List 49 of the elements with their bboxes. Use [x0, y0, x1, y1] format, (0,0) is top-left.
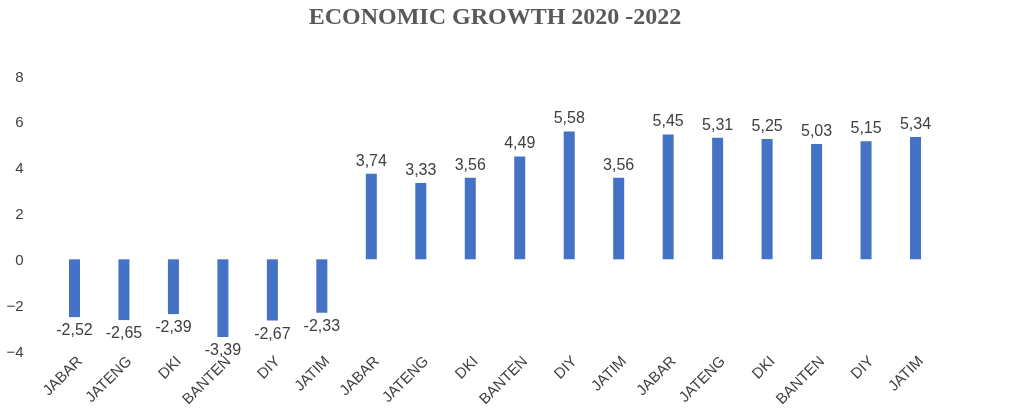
bar	[811, 144, 823, 260]
bar	[266, 259, 278, 321]
x-tick-label: DKI	[154, 352, 185, 382]
x-tick-label: DIY	[846, 352, 877, 382]
bar	[167, 259, 179, 315]
data-label: 5,58	[553, 109, 585, 127]
data-label: 5,45	[652, 112, 684, 130]
data-label: 3,74	[355, 151, 387, 169]
data-label: 5,34	[899, 114, 932, 132]
bar	[514, 156, 526, 260]
y-tick-label: 0	[15, 250, 24, 268]
x-tick-label: DIY	[550, 352, 580, 382]
bar	[662, 134, 674, 260]
bar	[217, 259, 229, 338]
bar	[613, 177, 625, 260]
bar	[563, 131, 575, 260]
y-tick-label: 6	[15, 113, 24, 131]
x-tick-label: DKI	[451, 352, 481, 382]
x-tick-label: DIY	[253, 352, 283, 382]
data-label: 5,15	[850, 119, 882, 137]
bar	[712, 137, 724, 260]
data-label: 5,25	[751, 117, 783, 135]
y-tick-label: 2	[15, 205, 24, 222]
data-label: 3,56	[454, 155, 486, 173]
data-label: 5,31	[702, 115, 734, 133]
bar	[316, 259, 328, 313]
data-label: 3,56	[603, 155, 635, 173]
bar	[860, 141, 872, 260]
bar	[910, 136, 922, 260]
data-label: 5,03	[801, 122, 833, 140]
bar	[365, 173, 377, 260]
bar	[415, 183, 427, 260]
y-tick-label: 4	[15, 159, 24, 177]
y-tick-label: −4	[6, 342, 24, 360]
data-label: -2,65	[105, 324, 143, 342]
chart-title: ECONOMIC GROWTH 2020 -2022	[308, 3, 682, 29]
data-label: -2,33	[303, 316, 341, 334]
bar	[761, 139, 773, 260]
x-tick-label: DKI	[748, 352, 778, 382]
data-label: -2,52	[56, 321, 93, 339]
y-tick-label: 8	[15, 67, 24, 85]
data-label: -2,39	[155, 318, 192, 336]
data-label: -2,67	[254, 324, 291, 342]
data-label: 3,33	[405, 161, 437, 179]
bar	[464, 177, 476, 260]
y-tick-label: −2	[6, 296, 24, 314]
bar	[68, 259, 80, 318]
data-label: 4,49	[504, 134, 536, 152]
bar	[118, 259, 130, 321]
